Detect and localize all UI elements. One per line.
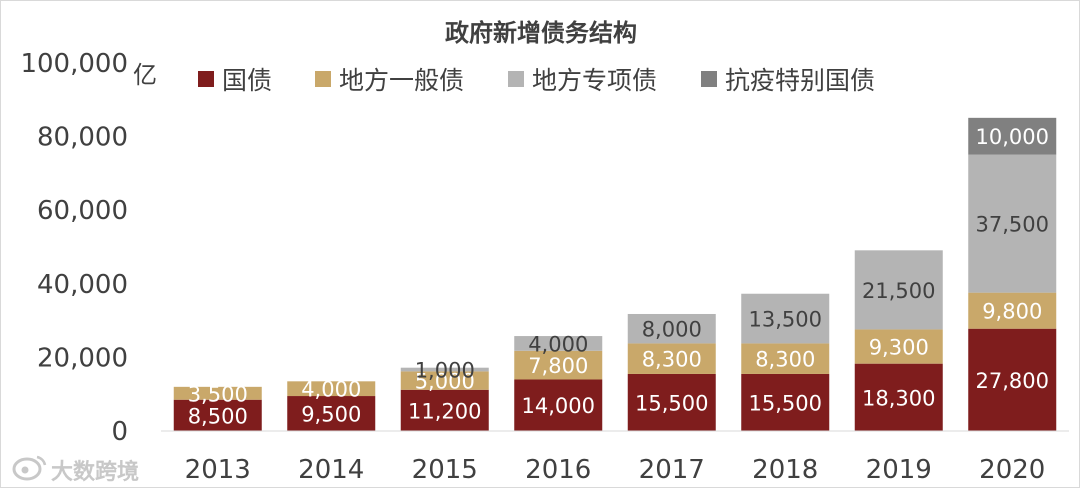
data-label: 9,800: [982, 300, 1042, 324]
data-label: 8,300: [642, 348, 702, 372]
bar-segment: [514, 350, 603, 380]
legend-swatch: [198, 71, 214, 87]
bar-segment: [968, 292, 1057, 329]
data-label: 27,800: [976, 369, 1049, 393]
x-axis: 2013 2014 2015 2016 2017 2018 2019 2020: [161, 430, 1069, 485]
data-label: 18,300: [862, 386, 935, 410]
bar-segment: [400, 371, 489, 390]
bar-segment: [968, 154, 1057, 293]
data-label: 13,500: [749, 308, 822, 332]
x-tick-label: 2016: [525, 455, 591, 485]
data-label: 10,000: [976, 125, 1049, 149]
chart-title: 政府新增债务结构: [445, 19, 637, 47]
data-label: 15,500: [749, 391, 822, 415]
data-label: 1,000: [415, 359, 475, 383]
bar-segment: [287, 396, 376, 431]
bar-segment: [514, 336, 603, 351]
data-label: 4,000: [301, 378, 361, 402]
data-label: 8,000: [642, 318, 702, 342]
data-label: 37,500: [976, 213, 1049, 237]
data-label: 4,000: [528, 332, 588, 356]
bar-segment: [627, 373, 716, 431]
legend-label: 地方一般债: [339, 66, 464, 95]
y-axis: 100,000 80,000 60,000 40,000 20,000 0: [20, 49, 128, 447]
x-tick-label: 2018: [752, 455, 818, 485]
data-label: 11,200: [408, 399, 481, 423]
bar-segment: [741, 293, 830, 344]
bar-segment: [627, 313, 716, 344]
y-axis-unit: 亿: [133, 61, 157, 89]
bar-segment: [854, 329, 943, 364]
data-label: 9,300: [869, 336, 929, 360]
bar-segment: [514, 379, 603, 431]
legend-swatch: [508, 71, 524, 87]
bar-segment: [173, 386, 262, 400]
data-label: 3,500: [188, 382, 248, 406]
x-tick-label: 2017: [639, 455, 705, 485]
legend-label: 地方专项债: [532, 66, 657, 95]
legend-label: 抗疫特别国债: [725, 66, 875, 95]
bar-segment: [854, 363, 943, 431]
x-tick-label: 2014: [298, 455, 364, 485]
weibo-logo-icon: [12, 455, 47, 481]
legend-swatch: [315, 71, 331, 87]
bar-segment: [173, 399, 262, 431]
bar-segment: [854, 250, 943, 330]
data-label: 8,500: [188, 404, 248, 428]
y-tick-label: 100,000: [20, 49, 128, 79]
bar-segment: [741, 343, 830, 374]
y-tick-label: 80,000: [37, 123, 128, 153]
watermark-text: 大数跨境: [51, 459, 139, 485]
x-tick-label: 2013: [185, 455, 251, 485]
y-tick-label: 60,000: [37, 196, 128, 226]
bar-segment: [627, 343, 716, 374]
bar-segment: [400, 367, 489, 372]
legend-label: 国债: [222, 66, 272, 95]
bars: 8,5003,5009,5004,00011,2005,0001,00014,0…: [173, 117, 1057, 431]
y-tick-label: 0: [111, 417, 128, 447]
bar-segment: [968, 117, 1057, 155]
bar-segment: [968, 328, 1057, 431]
x-tick-label: 2020: [979, 455, 1045, 485]
data-label: 15,500: [635, 391, 708, 415]
data-label: 21,500: [862, 279, 935, 303]
legend-swatch: [701, 71, 717, 87]
bar-segment: [741, 373, 830, 431]
data-label: 5,000: [415, 370, 475, 394]
bar-segment: [400, 389, 489, 431]
y-tick-label: 40,000: [37, 270, 128, 300]
data-label: 9,500: [301, 403, 361, 427]
x-tick-label: 2015: [412, 455, 478, 485]
watermark: 大数跨境: [12, 455, 139, 485]
data-label: 7,800: [528, 354, 588, 378]
bar-segment: [287, 381, 376, 397]
y-tick-label: 20,000: [37, 343, 128, 373]
x-tick-label: 2019: [866, 455, 932, 485]
data-label: 14,000: [522, 394, 595, 418]
legend: 国债 地方一般债 地方专项债 抗疫特别国债: [198, 66, 875, 95]
data-label: 8,300: [755, 348, 815, 372]
